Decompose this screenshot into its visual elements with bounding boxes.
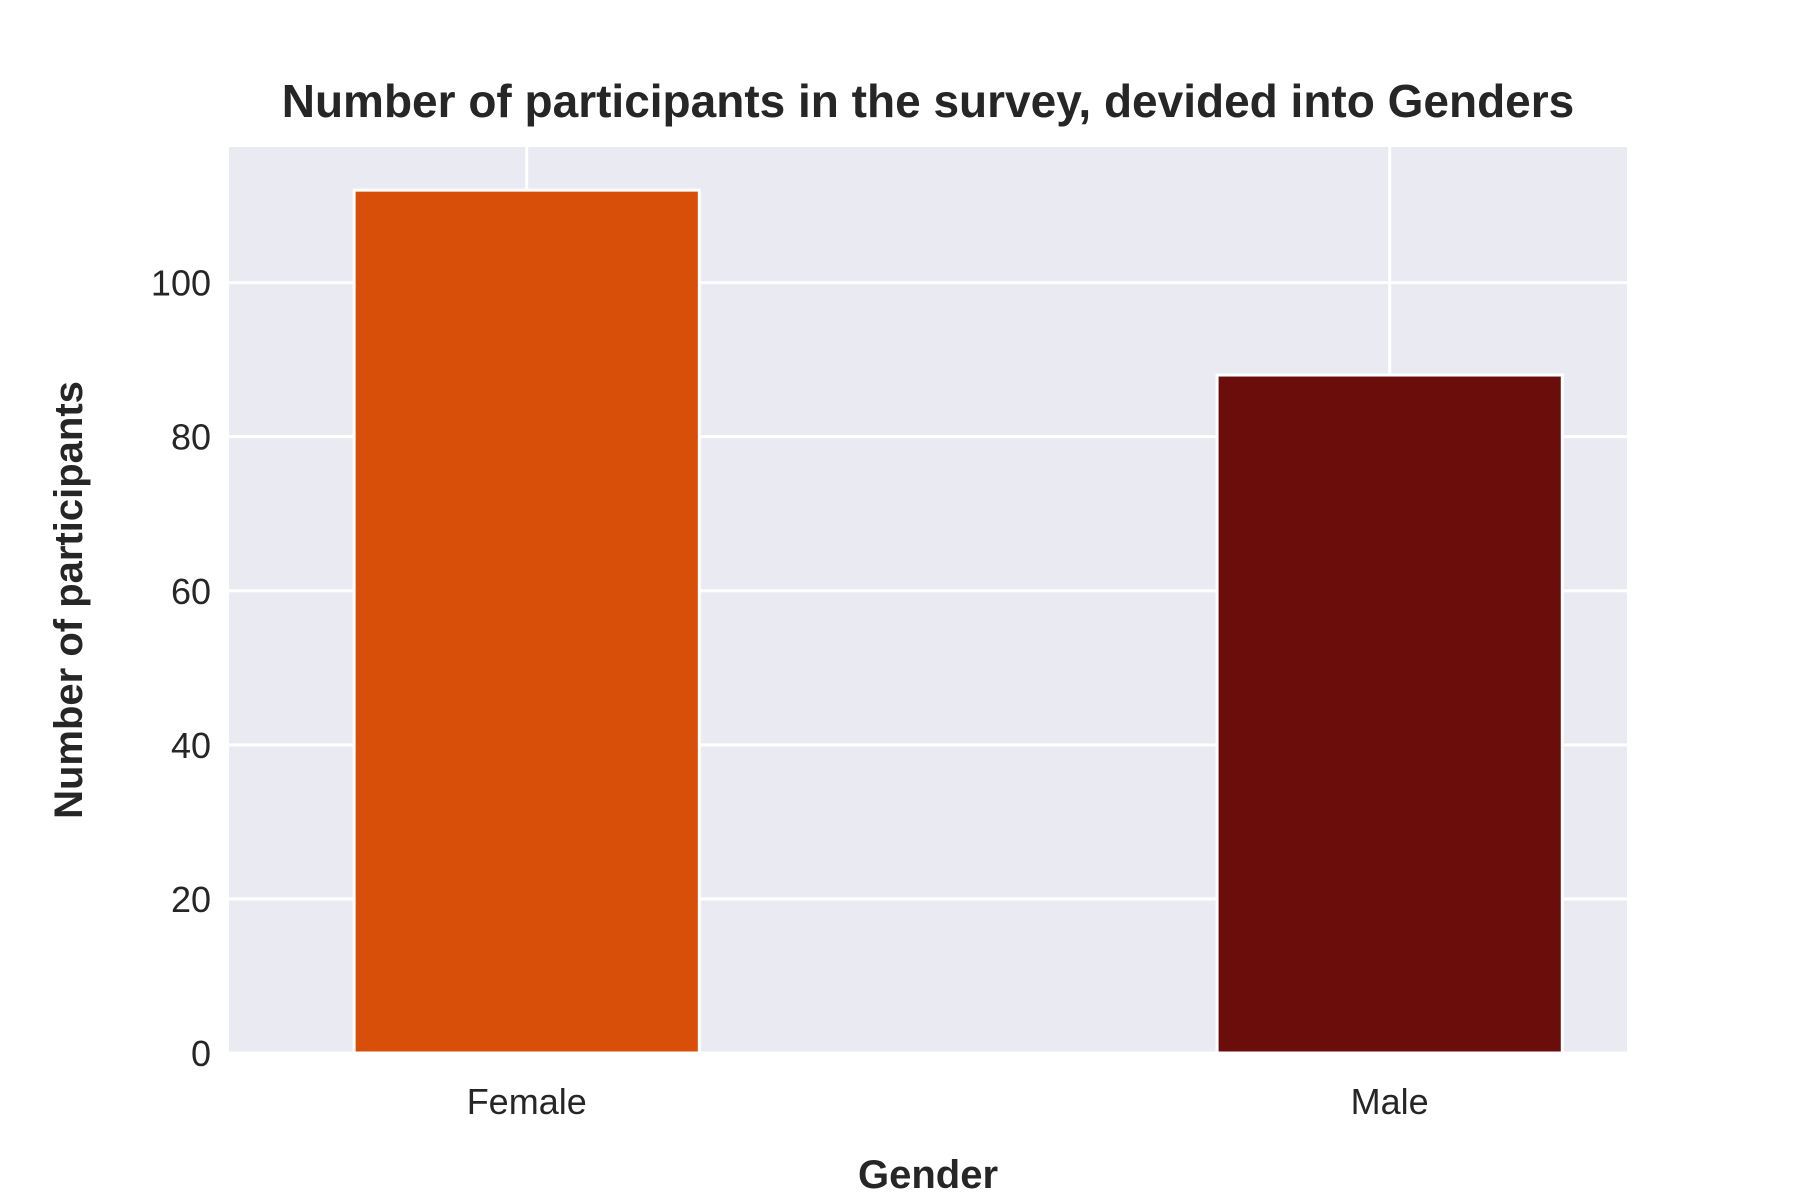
x-tick-label-female: Female <box>467 1081 587 1122</box>
y-tick-label: 0 <box>191 1033 211 1074</box>
y-tick-label: 80 <box>171 417 211 458</box>
y-tick-label: 40 <box>171 725 211 766</box>
bar-female <box>352 188 701 1055</box>
bars <box>352 188 1564 1055</box>
y-tick-label: 20 <box>171 879 211 920</box>
y-axis-ticks: 0 20 40 60 80 100 <box>151 263 211 1074</box>
x-axis-ticks: Female Male <box>467 1081 1429 1122</box>
chart-title: Number of participants in the survey, de… <box>282 75 1575 127</box>
y-axis-label: Number of participants <box>47 381 91 819</box>
bar-male <box>1215 373 1564 1055</box>
y-tick-label: 60 <box>171 571 211 612</box>
x-tick-label-male: Male <box>1351 1081 1429 1122</box>
x-axis-label: Gender <box>858 1153 998 1197</box>
y-tick-label: 100 <box>151 263 211 304</box>
